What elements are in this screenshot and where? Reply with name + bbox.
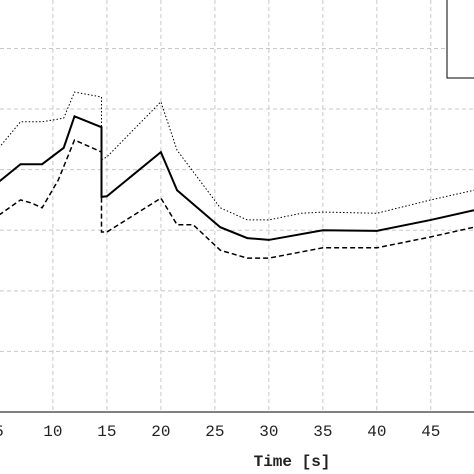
x-tick-label: 15	[97, 423, 116, 441]
series-line	[0, 138, 474, 259]
x-tick-label: 20	[151, 423, 170, 441]
x-tick-label: 30	[259, 423, 278, 441]
x-tick-label: 5	[0, 423, 4, 441]
series-line	[0, 115, 474, 241]
x-tick-label: 10	[43, 423, 62, 441]
x-tick-label: 45	[421, 423, 440, 441]
legend-box	[446, 0, 474, 79]
x-tick-label: 40	[367, 423, 386, 441]
x-axis-label: Time [s]	[254, 453, 331, 471]
x-tick-label: 25	[205, 423, 224, 441]
x-tick-label: 35	[313, 423, 332, 441]
series-line	[0, 91, 474, 221]
